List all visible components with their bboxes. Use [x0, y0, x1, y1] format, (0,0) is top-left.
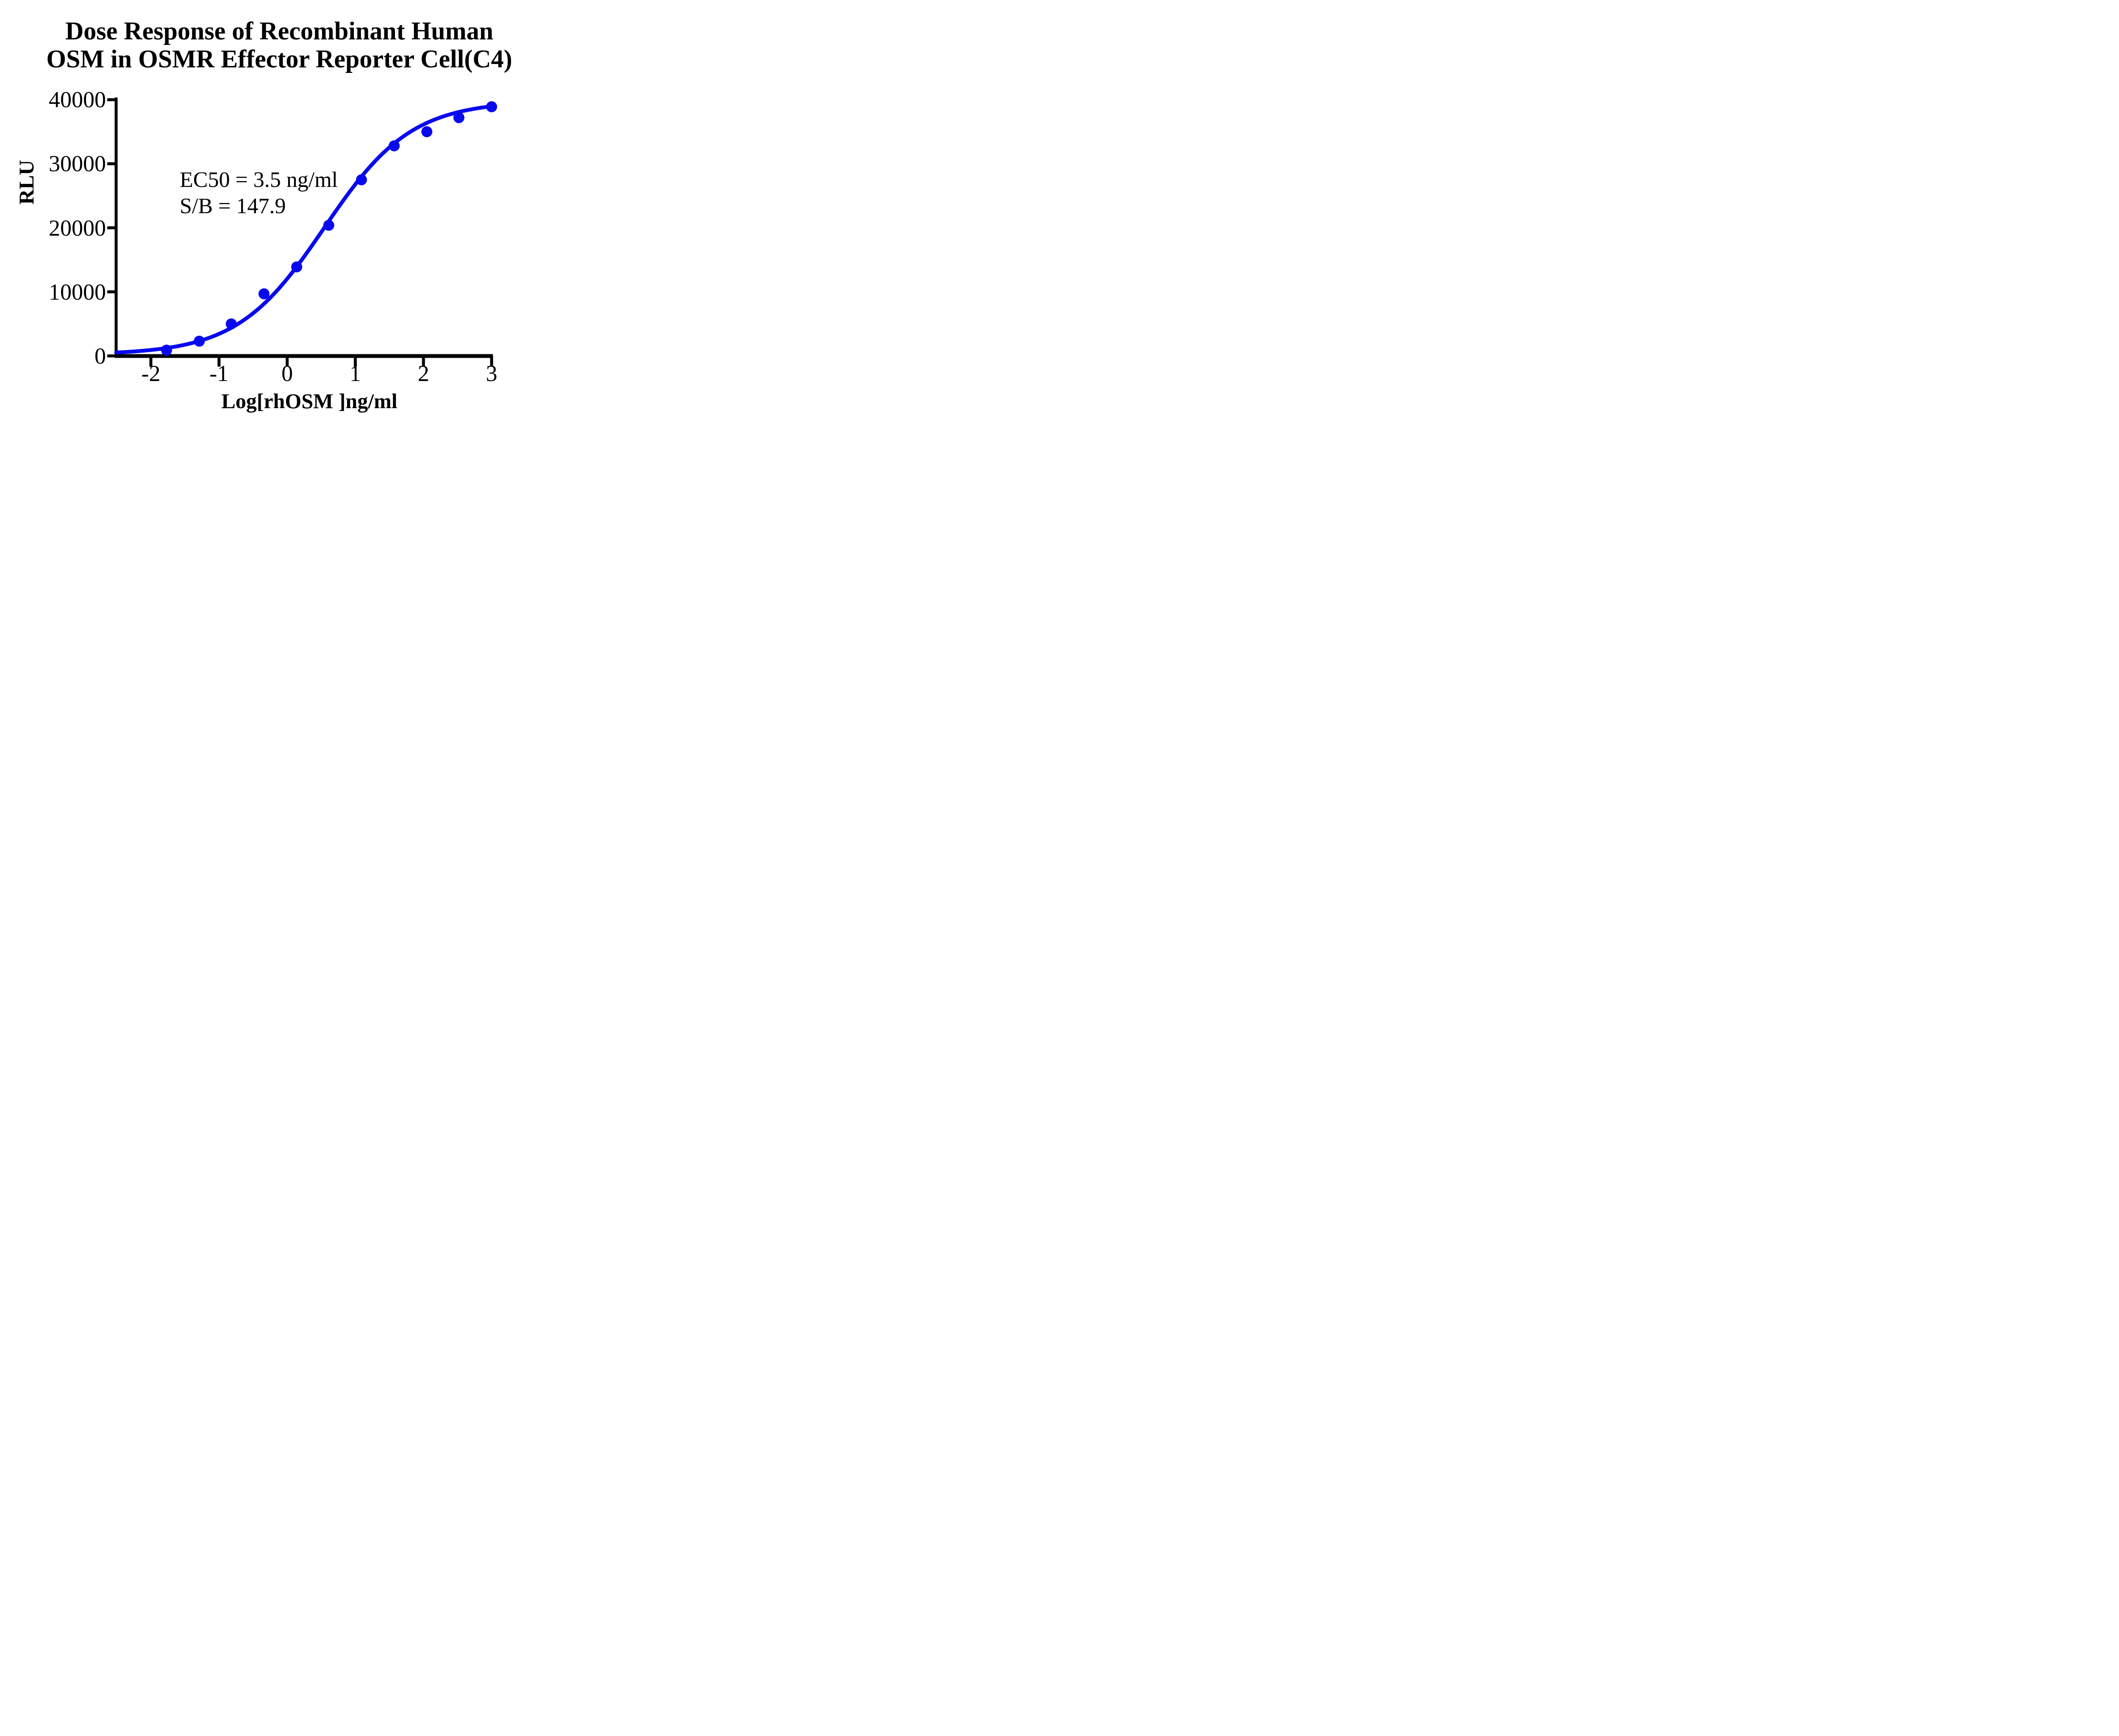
x-axis-title: Log[rhOSM ]ng/ml: [221, 389, 398, 413]
data-point: [486, 101, 497, 112]
data-point: [225, 318, 237, 330]
x-tick-label: 0: [281, 361, 293, 386]
data-point: [258, 288, 270, 300]
y-tick-label: 30000: [49, 151, 106, 177]
data-point: [194, 336, 205, 347]
data-point: [453, 112, 464, 123]
x-tick-label: 3: [486, 361, 498, 386]
x-tick-label: -2: [141, 361, 161, 386]
y-tick-label: 10000: [49, 279, 106, 305]
plot-area: [107, 97, 497, 367]
chart-title-line2: OSM in OSMR Effector Reporter Cell(C4): [46, 45, 512, 73]
x-tick-label: 1: [349, 361, 361, 386]
y-tick-label: 20000: [49, 215, 106, 241]
data-point: [389, 140, 400, 152]
x-tick-label: -1: [209, 361, 229, 386]
chart-figure: Dose Response of Recombinant Human OSM i…: [0, 0, 552, 434]
y-tick-label: 0: [95, 343, 106, 369]
signal-background-annotation: S/B = 147.9: [180, 194, 286, 218]
x-tick-label: 2: [417, 361, 429, 386]
ec50-annotation: EC50 = 3.5 ng/ml: [180, 168, 338, 192]
data-point: [291, 261, 303, 273]
data-point: [421, 126, 433, 137]
data-point: [323, 220, 334, 231]
data-point: [356, 174, 367, 186]
chart-title-line1: Dose Response of Recombinant Human: [65, 17, 494, 45]
dose-response-curve: [114, 104, 493, 355]
y-tick-label: 40000: [49, 87, 106, 113]
data-point: [161, 345, 172, 356]
chart-title: Dose Response of Recombinant Human OSM i…: [7, 17, 552, 73]
fit-results-annotation: EC50 = 3.5 ng/ml S/B = 147.9: [180, 167, 338, 220]
